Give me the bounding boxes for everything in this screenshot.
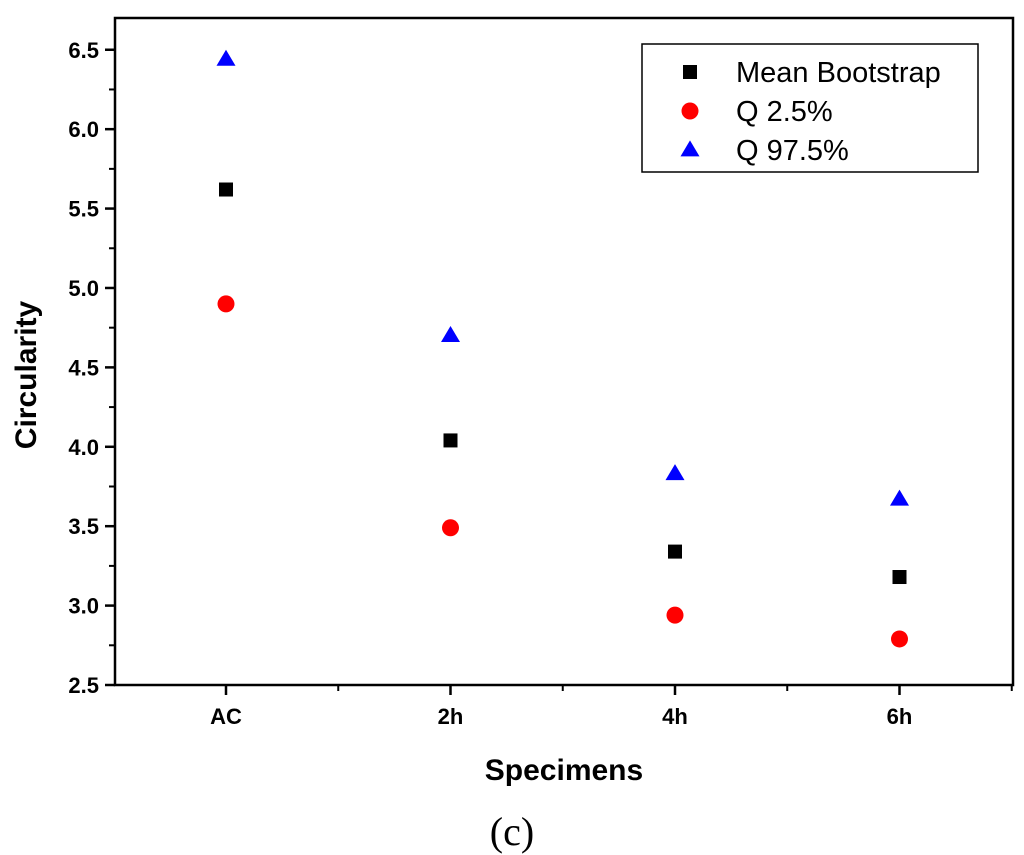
plot-area-frame xyxy=(113,16,1015,687)
legend-box xyxy=(641,43,979,173)
point-q-97-5-6h xyxy=(890,489,909,506)
point-mean-bootstrap-ac xyxy=(219,182,233,197)
x-axis: AC 2h 4h 6h xyxy=(210,685,1013,729)
point-q-97-5-2h xyxy=(441,326,460,343)
legend-marker-circle xyxy=(681,102,699,120)
point-q-2-5-2h xyxy=(442,519,459,537)
y-axis-title: Circularity xyxy=(10,300,43,449)
y-tick-label: 6.5 xyxy=(68,38,99,63)
x-tick-label-2h: 2h xyxy=(438,704,464,729)
point-q-2-5-4h xyxy=(666,606,684,624)
x-tick-label-4h: 4h xyxy=(662,704,688,729)
y-tick-label: 4.0 xyxy=(68,435,99,460)
y-tick-label: 6.0 xyxy=(68,117,99,142)
point-q-2-5-6h xyxy=(891,630,908,648)
legend-label: Mean Bootstrap xyxy=(736,57,941,89)
y-tick-label: 3.5 xyxy=(68,514,99,539)
point-mean-bootstrap-6h xyxy=(892,570,907,585)
figure-caption: (c) xyxy=(490,809,534,854)
x-tick-label-6h: 6h xyxy=(887,704,913,729)
point-mean-bootstrap-2h xyxy=(443,433,458,448)
legend-label: Q 2.5% xyxy=(736,96,833,128)
legend-label: Q 97.5% xyxy=(736,135,849,167)
y-axis: 2.5 3.0 3.5 4.0 4.5 5.0 5.5 6.0 6.5 xyxy=(68,38,115,698)
y-tick-label: 5.5 xyxy=(68,197,99,222)
point-q-2-5-ac xyxy=(217,295,235,313)
y-tick-label: 2.5 xyxy=(68,673,99,698)
point-mean-bootstrap-4h xyxy=(668,544,682,559)
y-tick-label: 4.5 xyxy=(68,355,99,380)
legend-marker-triangle xyxy=(680,140,700,157)
legend-marker-square xyxy=(683,65,697,79)
data-points xyxy=(216,49,909,648)
point-q-97-5-4h xyxy=(665,464,685,481)
x-tick-label-ac: AC xyxy=(210,704,242,729)
y-tick-label: 3.0 xyxy=(68,594,99,619)
point-q-97-5-ac xyxy=(216,49,236,66)
legend: Mean Bootstrap Q 2.5% Q 97.5% xyxy=(641,43,979,173)
y-tick-label: 5.0 xyxy=(68,276,99,301)
x-axis-title: Specimens xyxy=(485,754,643,787)
